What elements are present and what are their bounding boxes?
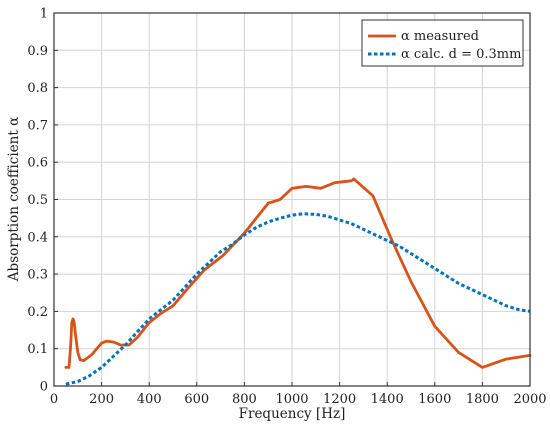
y-tick-label: 0.1 [27, 342, 48, 357]
x-tick-label: 200 [89, 392, 114, 407]
x-axis-label: Frequency [Hz] [239, 406, 346, 422]
y-tick-label: 0.9 [27, 44, 48, 59]
legend-box [361, 19, 524, 67]
x-tick-label: 1600 [418, 392, 451, 407]
x-tick-label: 1200 [323, 392, 356, 407]
x-tick-label: 1400 [371, 392, 404, 407]
x-tick-label: 1800 [466, 392, 499, 407]
y-tick-label: 1 [40, 7, 48, 22]
y-tick-label: 0.4 [27, 230, 48, 245]
x-tick-label: 0 [50, 392, 58, 407]
x-tick-label: 2000 [513, 392, 546, 407]
legend-label-calculated: α calc. d = 0.3mm [401, 47, 521, 62]
series-layer [64, 177, 532, 386]
y-tick-label: 0.5 [27, 193, 48, 208]
y-tick-label: 0.7 [27, 118, 48, 133]
grid [53, 12, 531, 387]
plot-frame [53, 12, 531, 387]
x-tick-label: 600 [184, 392, 209, 407]
series-line-0 [64, 177, 532, 369]
series-line-1 [65, 212, 531, 386]
y-tick-label: 0 [40, 380, 48, 395]
x-tick-label: 400 [137, 392, 162, 407]
y-axis-ticks: 0 0.1 0.2 0.3 0.4 0.5 0.6 0.7 0.8 0.9 1 [27, 7, 58, 395]
x-tick-label: 1000 [275, 392, 308, 407]
y-tick-label: 0.6 [27, 156, 48, 171]
y-axis-label: Absorption coefficient α [6, 117, 22, 282]
legend-label-measured: α measured [401, 29, 479, 44]
y-tick-label: 0.8 [27, 81, 48, 96]
x-tick-label: 800 [232, 392, 257, 407]
y-tick-label: 0.3 [27, 268, 48, 283]
y-tick-label: 0.2 [27, 305, 48, 320]
legend: α measured α calc. d = 0.3mm [361, 19, 524, 67]
